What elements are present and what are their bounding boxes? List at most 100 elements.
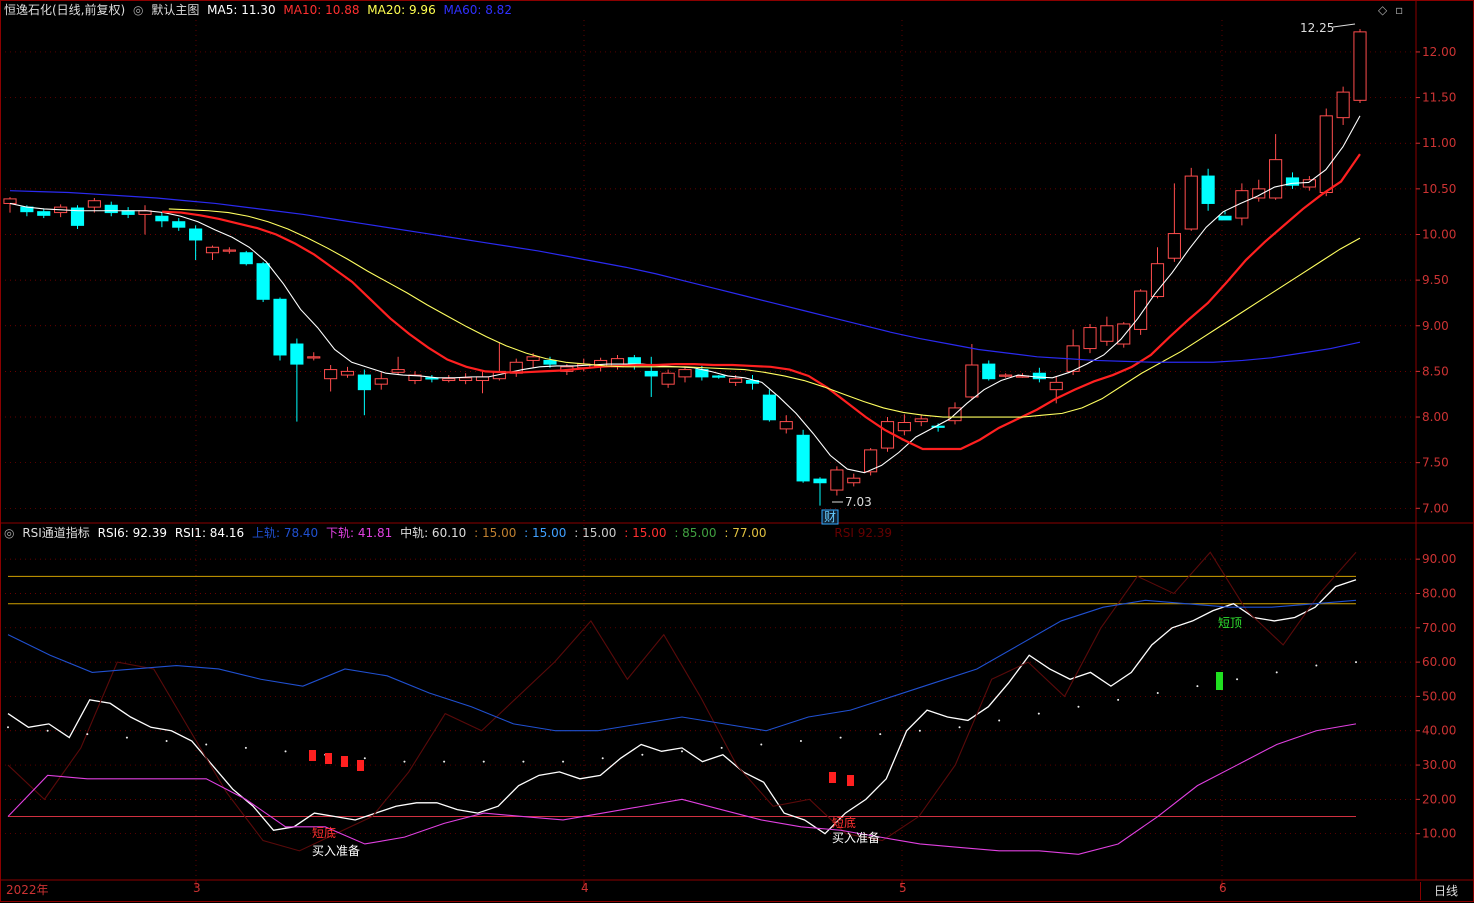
candle-up [1252, 188, 1266, 199]
candle-down [155, 215, 169, 222]
candle-up [1319, 115, 1333, 194]
mid-band-dot [1196, 685, 1199, 688]
candle-down [37, 211, 51, 216]
x-label-june: 6 [1219, 881, 1227, 895]
short-top-label: 短顶 [1218, 616, 1242, 630]
candle-up [340, 370, 355, 376]
candle-up [1184, 175, 1198, 230]
candle-up [87, 200, 101, 208]
finance-marker-icon[interactable] [821, 509, 839, 525]
indicator-toggle-icon[interactable]: ◎ [4, 526, 15, 540]
candle-up [1336, 91, 1350, 119]
x-label-april: 4 [581, 881, 589, 895]
candle-down [813, 478, 827, 484]
settings-icon[interactable]: ▫ [1395, 3, 1404, 17]
buy-prep-label: 买入准备 [312, 844, 360, 858]
candle-down [239, 252, 253, 265]
candle-up [897, 422, 911, 432]
mid-band-dot [443, 760, 446, 763]
upper-band-value: 上轨: 78.40 [251, 526, 319, 540]
param-3: : 15.00 [574, 526, 617, 540]
indicator-legend: ◎ RSI通道指标 RSI6: 92.39 RSI1: 84.16 上轨: 78… [4, 524, 896, 542]
template-toggle-icon[interactable]: ◎ [133, 3, 144, 17]
candle-up [1150, 263, 1165, 298]
price-axis-label: 11.00 [1422, 136, 1456, 150]
mid-band-dot [482, 760, 485, 763]
candle-up [442, 378, 456, 382]
mid-band-dot [879, 733, 882, 736]
rsi1-value: RSI1: 84.16 [174, 526, 245, 540]
candle-down [762, 394, 776, 421]
short-bottom-label: 短底 [832, 815, 856, 830]
rsi-line-RSI1 [7, 551, 1357, 852]
maximize-icon[interactable]: ◇ [1378, 3, 1388, 17]
rsi6-value: RSI6: 92.39 [97, 526, 167, 540]
candle-up [459, 377, 473, 382]
ma-line-ma20 [168, 208, 1361, 418]
price-axis-label: 7.50 [1422, 456, 1449, 470]
param-6: : 77.00 [724, 526, 767, 540]
sell-signal-bar [1216, 672, 1223, 690]
candle-up [914, 418, 928, 423]
candle-up [391, 369, 405, 373]
candle-up [3, 198, 17, 204]
candle-up [678, 369, 692, 378]
mid-band-dot [641, 753, 644, 756]
candle-up [1167, 233, 1181, 259]
x-label-march: 3 [193, 881, 201, 895]
mid-band-dot [998, 719, 1001, 722]
candles [3, 29, 1367, 506]
candle-up [1134, 290, 1148, 330]
low-price-label: 7.03 [845, 495, 872, 509]
candle-up [864, 449, 878, 473]
mid-band-dot [1275, 671, 1278, 674]
candle-up [1235, 190, 1249, 219]
price-axis-label: 10.50 [1422, 182, 1456, 196]
mid-band-dot [1236, 678, 1239, 681]
mid-band-dot [284, 750, 287, 753]
candle-up [729, 378, 743, 383]
candle-down [644, 370, 658, 377]
candle-down [712, 375, 726, 378]
candle-down [104, 204, 118, 214]
finance-marker-label: 财 [824, 510, 836, 524]
mid-band-dot [1355, 661, 1357, 664]
candle-up [965, 364, 979, 398]
price-axis-label: 8.50 [1422, 364, 1449, 378]
rsi-axis-label: 20.00 [1422, 792, 1456, 806]
candle-down [796, 434, 810, 482]
mid-band-value: 中轨: 60.10 [400, 526, 467, 540]
candle-down [627, 357, 641, 365]
price-axis-label: 10.00 [1422, 227, 1456, 241]
x-label-may: 5 [899, 881, 907, 895]
param-1: : 15.00 [474, 526, 517, 540]
candle-down [1285, 177, 1300, 186]
indicator-name[interactable]: RSI通道指标 [22, 526, 90, 540]
ma20-value: MA20: 9.96 [367, 3, 436, 17]
rsi-axis-label: 50.00 [1422, 689, 1456, 703]
ma-line-ma10 [162, 153, 1361, 451]
mid-band-dot [958, 726, 961, 729]
candle-down [273, 298, 287, 356]
mid-band-dot [681, 750, 683, 753]
rsi-line-下轨 [7, 723, 1357, 855]
period-daily-button[interactable]: 日线 [1420, 882, 1471, 900]
rsi-axis-label: 30.00 [1422, 758, 1456, 772]
mid-band-dot [1117, 698, 1120, 701]
candle-up [661, 372, 675, 385]
rsi-line-RSI6 [7, 579, 1357, 835]
buy-signal-bar [357, 760, 364, 771]
candle-down [357, 374, 371, 391]
template-name[interactable]: 默认主图 [151, 3, 200, 17]
candle-down [543, 359, 557, 365]
candle-up [222, 249, 236, 252]
candle-up [999, 374, 1013, 377]
buy-signal-bar [325, 753, 332, 764]
candle-up [830, 469, 844, 491]
stock-name[interactable]: 恒逸石化(日线,前复权) [4, 3, 126, 17]
rsi-axis-label: 80.00 [1422, 586, 1456, 600]
candle-up [1353, 31, 1367, 101]
candle-down [1032, 372, 1046, 380]
